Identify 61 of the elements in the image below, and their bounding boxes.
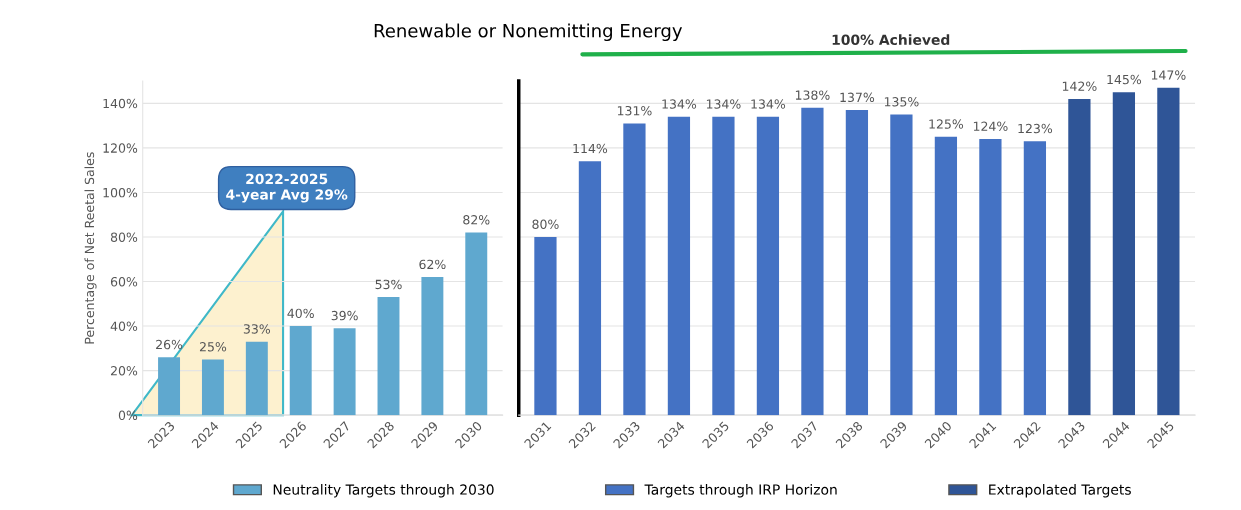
bar [333,328,356,416]
bar [890,114,913,416]
data-label: 40% [287,308,314,319]
data-label: 82% [463,215,490,225]
data-label: 125% [929,119,964,129]
data-label: 33% [243,324,271,334]
y-tick-label: 140% [103,98,138,109]
y-tick-label: 20% [110,366,138,376]
bar [801,107,824,416]
bar [756,116,780,416]
data-label: 114% [573,143,608,154]
data-label: 137% [840,92,875,103]
bar [1157,87,1180,416]
bar [934,136,958,416]
bar [289,326,312,416]
data-label: 134% [706,99,741,109]
data-label: 147% [1151,70,1186,80]
chart-title: Renewable or Nonemitting Energy [374,23,683,41]
data-label: 26% [156,339,183,350]
data-label: 134% [662,99,697,109]
data-label: 142% [1062,81,1097,91]
bar [845,110,869,416]
bar [979,138,1002,416]
y-axis-title: Percentage of Net Reetal Sales [84,152,97,344]
bar [578,161,602,416]
text: 100% Achieved [832,34,950,45]
data-label: 80% [532,219,559,229]
legend-label: Neutrality Targets through 2030 [273,484,494,498]
y-tick-label: 60% [110,276,138,287]
legend-label: Extrapolated Targets [989,484,1131,498]
bar [245,341,268,416]
y-tick-label: 100% [103,187,138,198]
bar [1112,92,1136,416]
bar [1068,98,1091,416]
data-label: 62% [419,259,446,270]
data-label: 135% [884,97,919,107]
legend-label: Targets through IRP Horizon [644,484,837,498]
y-tick-label: 120% [103,143,138,153]
data-label: 53% [375,279,402,290]
bar [534,236,557,416]
data-label: 134% [751,99,786,109]
y-tick-label: 40% [110,321,138,331]
bar [421,277,444,416]
bar [158,357,181,416]
bar [623,123,646,416]
data-label: 124% [973,121,1008,132]
bar [1023,141,1047,416]
bar [465,232,488,416]
y-tick-label: 80% [110,232,138,242]
bar [667,116,691,416]
data-label: 25% [199,342,227,352]
bar [201,359,224,416]
y-tick-label: 0% [118,410,138,421]
data-label: 138% [795,90,830,100]
annotation: 2022-2025 4-year Avg 29% [226,173,348,203]
data-label: 123% [1018,123,1053,134]
data-label: 145% [1107,74,1142,85]
data-label: 131% [617,105,652,116]
bar [712,116,735,416]
bar [377,297,400,416]
data-label: 39% [331,310,358,321]
